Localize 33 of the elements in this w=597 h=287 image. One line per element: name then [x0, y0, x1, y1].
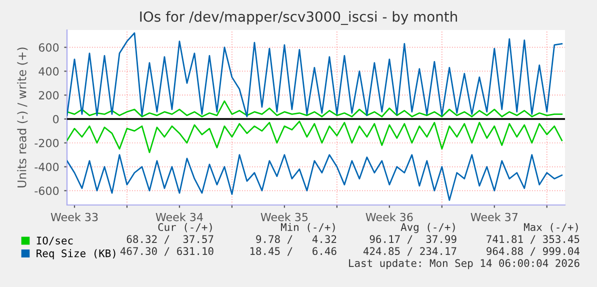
line-series	[67, 100, 563, 118]
y-tick-label: 400	[38, 67, 59, 76]
text: 96.17 / 37.99	[370, 235, 456, 244]
text: 424.85 / 234.17	[363, 247, 456, 256]
text: 18.45 / 6.46	[250, 247, 336, 256]
legend-label: Req Size (KB)	[36, 249, 116, 260]
y-tick-label: 200	[38, 91, 59, 100]
text: 467.30 / 631.10	[120, 247, 214, 256]
legend-label: IO/sec	[36, 236, 73, 246]
text: 68.32 / 37.57	[126, 235, 214, 244]
x-tick-label: Week 35	[260, 212, 308, 222]
y-tick-label: 600	[38, 43, 59, 52]
text: Last update: Mon Sep 14 06:00:04 2026	[349, 258, 580, 270]
y-tick-label: -600	[34, 186, 59, 196]
text: Cur (-/+)	[158, 223, 212, 232]
line-series	[67, 154, 563, 201]
x-tick-label: Week 34	[156, 212, 203, 222]
text: 741.81 / 353.45	[486, 235, 580, 244]
text: Max (-/+)	[524, 223, 578, 232]
y-tick-label: 0	[53, 114, 59, 124]
text: Min (-/+)	[280, 222, 335, 232]
y-tick-label: -400	[34, 162, 59, 172]
x-tick-label: Week 33	[50, 212, 98, 222]
line-series	[67, 32, 563, 118]
text: Avg (-/+)	[400, 222, 455, 234]
x-tick-label: Week 37	[470, 212, 518, 222]
chart-title: IOs for /dev/mapper/scv3000_iscsi - by month	[140, 11, 457, 25]
line-series	[67, 120, 563, 154]
y-tick-label: -200	[34, 138, 59, 148]
x-tick-label: Week 36	[366, 212, 413, 222]
text: 964.88 / 999.04	[486, 247, 580, 256]
y-axis-title: Units read (-) / write (+)	[17, 48, 28, 188]
text: 9.78 / 4.32	[256, 235, 336, 244]
